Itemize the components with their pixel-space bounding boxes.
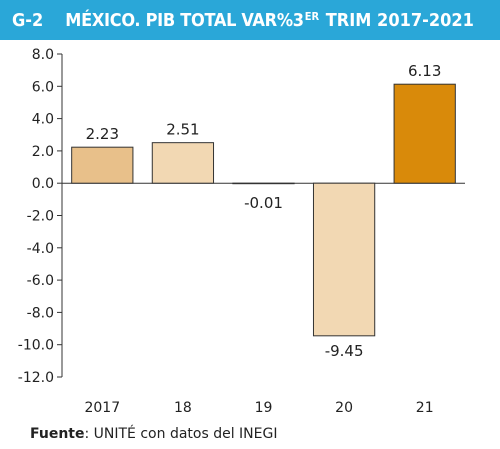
y-tick-label: 4.0 <box>32 112 54 128</box>
data-label: 6.13 <box>408 62 441 80</box>
x-tick-label: 18 <box>174 400 192 416</box>
y-tick-label: 8.0 <box>32 47 54 63</box>
chart-title-main: MÉXICO. PIB TOTAL VAR%3 <box>65 9 304 31</box>
x-tick-label: 19 <box>255 400 273 416</box>
data-label: 2.51 <box>166 121 199 139</box>
bar-2017 <box>71 146 134 184</box>
source-label: Fuente <box>30 426 85 442</box>
data-label: 2.23 <box>86 125 119 143</box>
chart-title-rest: TRIM 2017-2021 <box>320 9 474 31</box>
chart-title-superscript: ER <box>304 9 320 23</box>
x-tick-label: 2017 <box>84 400 120 416</box>
bar-21 <box>393 83 456 184</box>
chart-area: 8.0 6.0 4.0 2.0 0.0 -2.0 -4.0 -6.0 -8.0 -10.0 -12.… <box>0 40 500 420</box>
data-label: -0.01 <box>244 194 283 212</box>
x-tick-label: 21 <box>416 400 434 416</box>
x-tick-label: 20 <box>335 400 353 416</box>
chart-title: MÉXICO. PIB TOTAL VAR%3ER TRIM 2017-2021 <box>65 10 474 31</box>
bar-chart: 8.0 6.0 4.0 2.0 0.0 -2.0 -4.0 -6.0 -8.0 -10.0 -12.… <box>18 47 465 416</box>
data-label: -9.45 <box>325 342 364 360</box>
bar-19 <box>232 182 295 185</box>
y-tick-label: -4.0 <box>27 241 54 257</box>
y-tick-label: -2.0 <box>27 209 54 225</box>
y-tick-label: -10.0 <box>18 338 54 354</box>
figure-code: G-2 <box>12 9 44 31</box>
chart-header: G-2 MÉXICO. PIB TOTAL VAR%3ER TRIM 2017-… <box>0 0 500 40</box>
y-tick-label: 6.0 <box>32 79 54 95</box>
y-tick-label: -8.0 <box>27 305 54 321</box>
bar-20 <box>312 182 376 337</box>
source-separator: : <box>84 426 94 442</box>
y-tick-label: -12.0 <box>18 370 54 386</box>
y-tick-label: 0.0 <box>32 176 54 192</box>
source-note: Fuente: UNITÉ con datos del INEGI <box>30 426 277 442</box>
bar-18 <box>151 142 215 184</box>
y-tick-label: 2.0 <box>32 144 54 160</box>
source-text: UNITÉ con datos del INEGI <box>93 426 278 442</box>
y-tick-label: -6.0 <box>27 273 54 289</box>
